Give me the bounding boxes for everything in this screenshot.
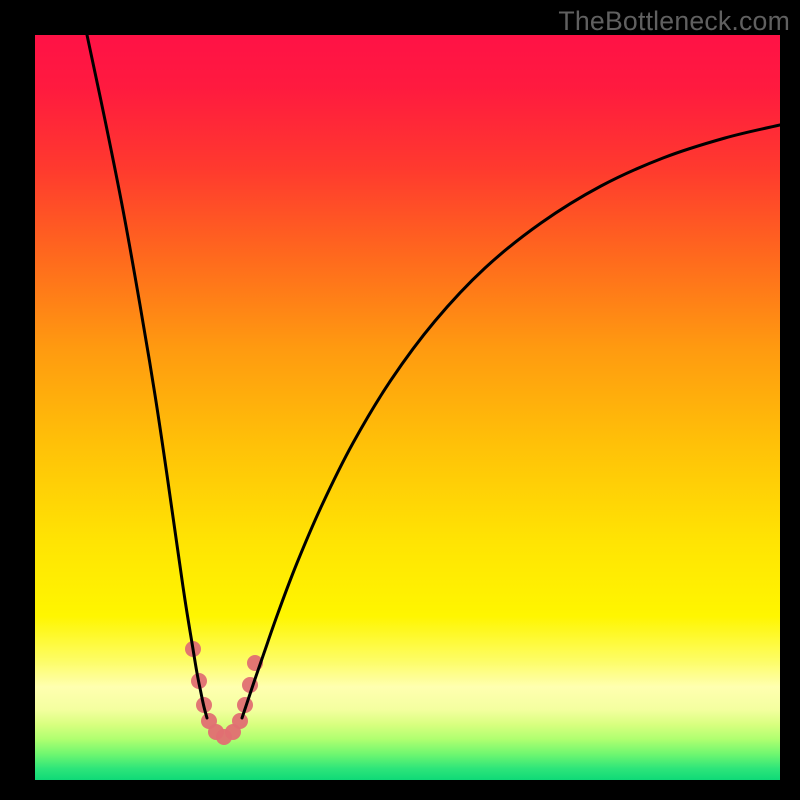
curve-marker [232, 713, 248, 729]
stage: TheBottleneck.com [0, 0, 800, 800]
watermark-text: TheBottleneck.com [558, 6, 790, 37]
border-left [0, 0, 35, 800]
border-right [780, 0, 800, 800]
border-bottom [0, 780, 800, 800]
plot-area [35, 35, 780, 780]
plot-svg [35, 35, 780, 780]
gradient-background [35, 35, 780, 780]
